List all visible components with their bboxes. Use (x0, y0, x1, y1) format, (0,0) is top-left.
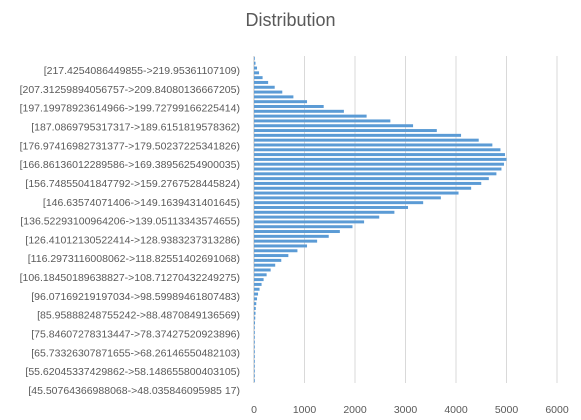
bar (254, 244, 308, 248)
bar (254, 167, 502, 171)
bar (254, 124, 414, 128)
bar (254, 133, 462, 137)
category-label: [187.0869795317317->189.6151819578362) (31, 121, 240, 133)
bar (254, 258, 282, 262)
bar (254, 157, 507, 161)
x-tick-label: 5000 (495, 404, 519, 416)
bar (254, 331, 255, 334)
bar (254, 335, 255, 339)
bars (254, 56, 507, 383)
bar (254, 143, 493, 147)
bar (254, 278, 264, 282)
bar (254, 292, 259, 296)
category-label: [176.97416982731377->179.50237225341826) (20, 140, 240, 152)
bar (254, 268, 271, 272)
category-label: [55.62045337429862->58.148655800403105) (25, 366, 240, 378)
x-tick-label: 1000 (293, 404, 317, 416)
bar (254, 105, 324, 108)
x-tick-label: 3000 (394, 404, 418, 416)
category-label: [75.84607278313447->78.37427520923896) (31, 329, 240, 341)
bar (254, 201, 424, 205)
bar (254, 71, 260, 75)
bar (254, 374, 255, 378)
bar (254, 249, 298, 253)
bar (254, 239, 318, 243)
bar (254, 177, 489, 181)
category-label: [136.52293100964206->139.05113343574655) (20, 216, 240, 228)
bar (254, 61, 256, 65)
bar (254, 263, 276, 267)
category-label: [106.18450189638827->108.71270432249275) (20, 272, 240, 284)
bar (254, 316, 256, 320)
bar (254, 287, 260, 291)
category-label: [45.50764366988068->48.035846095985 17) (28, 385, 240, 397)
category-label: [207.31259894056757->209.84080136667205) (20, 84, 240, 96)
bar (254, 345, 255, 349)
bar (254, 220, 365, 224)
bar (254, 230, 340, 234)
bar (254, 162, 504, 166)
category-label: [197.19978923614966->199.72799166225414) (20, 103, 240, 115)
bar (254, 85, 275, 89)
bar (254, 186, 472, 190)
x-tick-label: 2000 (343, 404, 367, 416)
bar (254, 196, 441, 200)
bar (254, 254, 289, 258)
bar (254, 100, 308, 104)
bar (254, 172, 497, 176)
bar (254, 225, 353, 229)
category-label: [116.2973116008062->118.82551402691068) (28, 253, 240, 265)
bar (254, 138, 479, 142)
bar (254, 76, 263, 80)
bar (254, 90, 283, 94)
bar (254, 56, 255, 60)
bar (254, 273, 267, 277)
bar (254, 80, 269, 84)
category-label: [156.74855041847792->159.2767528445824) (25, 178, 240, 190)
bar (254, 297, 258, 301)
category-label: [217.4254086449855->219.95361107109) (44, 65, 240, 77)
x-tick-labels: 0 1000 2000 3000 4000 5000 6000 (251, 404, 569, 416)
bar (254, 205, 409, 209)
bar (254, 350, 255, 354)
bar (254, 181, 482, 185)
bar (254, 321, 256, 325)
bar (254, 326, 255, 330)
category-labels: [217.4254086449855->219.95361107109) [207… (20, 65, 240, 397)
bar (254, 234, 329, 238)
bar (254, 369, 255, 373)
bar (254, 340, 255, 344)
x-tick-label: 0 (251, 404, 257, 416)
category-label: [96.07169219197034->98.59989461807483) (31, 291, 240, 303)
bar (254, 379, 255, 383)
bar (254, 119, 391, 123)
bar (254, 364, 255, 368)
bar (254, 153, 505, 157)
bar (254, 311, 256, 315)
category-label: [146.63574071406->149.1639431401645) (43, 197, 240, 209)
category-label: [166.86136012289586->169.38956254900035) (20, 159, 240, 171)
bar (254, 215, 380, 219)
bar (254, 306, 256, 310)
bar (254, 95, 294, 99)
bar (254, 210, 395, 214)
bar (254, 359, 255, 363)
bar (254, 148, 501, 152)
bar (254, 129, 437, 133)
category-label: [126.41012130522414->128.9383237313286) (25, 234, 240, 246)
category-label: [65.73326307871655->68.26146550482103) (31, 347, 240, 359)
bar (254, 302, 257, 306)
x-tick-label: 6000 (545, 404, 569, 416)
bar (254, 282, 262, 286)
bar (254, 114, 367, 118)
bar (254, 355, 255, 359)
bar (254, 66, 258, 70)
category-label: [85.95888248755242->88.4870849136569) (37, 310, 240, 322)
chart-title: Distribution (245, 10, 336, 30)
bar (254, 191, 459, 195)
x-tick-label: 4000 (444, 404, 468, 416)
bar (254, 109, 344, 113)
